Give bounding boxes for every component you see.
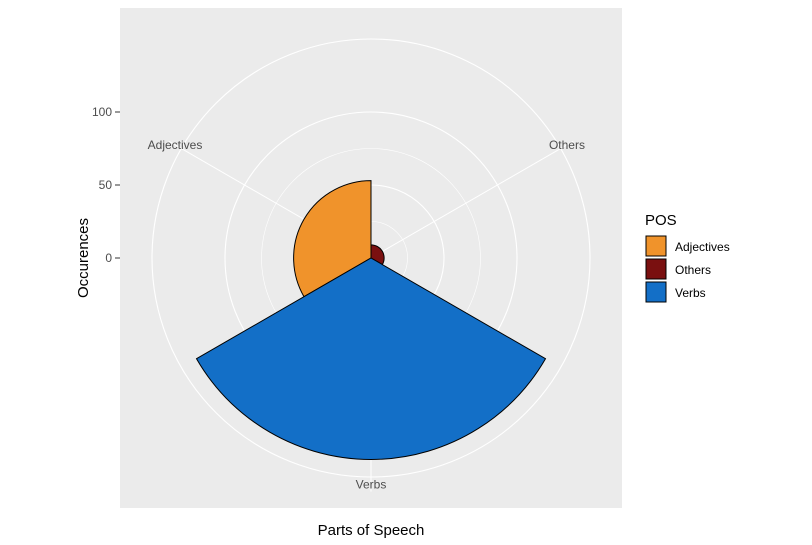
legend-label: Others [675,263,711,277]
y-tick-label: 0 [105,251,112,265]
legend-key-adjectives [645,235,667,257]
y-axis-title: Occurences [75,218,92,298]
y-tick-label: 100 [92,105,112,119]
bar-verbs [195,257,547,460]
bars [195,180,547,460]
legend-key-others [645,258,667,280]
category-label: Verbs [356,477,387,491]
category-labels: Adjectives Others Verbs [148,138,585,491]
y-tick-label: 50 [99,178,113,192]
legend: POS Adjectives Others Verbs [645,212,730,303]
legend-key-verbs [645,281,667,303]
legend-title: POS [645,212,677,229]
x-axis-title: Parts of Speech [318,522,425,539]
legend-label: Adjectives [675,240,730,254]
legend-label: Verbs [675,286,706,300]
category-label: Others [549,138,585,152]
grid-spoke [370,140,574,259]
y-axis: 0 50 100 [92,105,120,265]
category-label: Adjectives [148,138,203,152]
bar-adjectives [293,180,372,298]
